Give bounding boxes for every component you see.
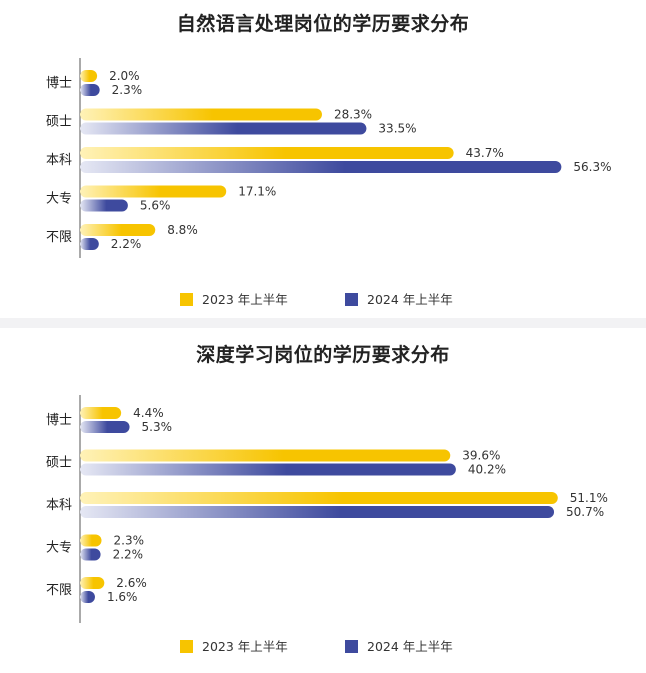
data-label: 8.8% <box>167 223 198 237</box>
legend-label: 2024 年上半年 <box>367 639 453 654</box>
bar-2023 <box>80 108 322 121</box>
category-label: 本科 <box>46 498 72 513</box>
legend-swatch-2023 <box>180 640 193 653</box>
data-label: 2.3% <box>114 534 145 548</box>
category-label: 大专 <box>46 541 72 556</box>
bar-chart-deep-learning: 博士 4.4%5.3% 硕士 39.6%40.2% 本科 51.1%50.7% 大专 2.3%… <box>46 395 608 654</box>
bar-2024 <box>80 199 128 212</box>
category-label: 本科 <box>46 153 72 168</box>
bar-2024 <box>80 122 367 135</box>
chart-title: 自然语言处理岗位的学历要求分布 <box>176 13 470 35</box>
category-label: 博士 <box>46 76 72 91</box>
legend-label: 2024 年上半年 <box>367 292 453 307</box>
bar-2024 <box>80 421 130 433</box>
legend-swatch-2024 <box>345 293 358 306</box>
bar-2024 <box>80 506 555 518</box>
bar-2023 <box>80 534 102 547</box>
data-label: 28.3% <box>334 108 372 122</box>
bar-2023 <box>80 407 122 419</box>
category-label: 不限 <box>46 583 72 598</box>
bar-2023 <box>80 577 105 589</box>
legend-label: 2023 年上半年 <box>202 292 288 307</box>
data-label: 33.5% <box>378 122 416 136</box>
data-label: 2.0% <box>109 69 140 83</box>
data-label: 2.3% <box>112 83 143 97</box>
category-label: 大专 <box>46 192 72 207</box>
panel-divider <box>0 318 646 328</box>
data-label: 5.3% <box>142 420 173 434</box>
data-label: 39.6% <box>462 449 500 463</box>
bar-2024 <box>80 548 101 561</box>
bar-2023 <box>80 224 156 236</box>
chart-panel-deep-learning: 深度学习岗位的学历要求分布 博士 4.4% 5.3% 硕士 39.6% 40.2% 本科 51… <box>0 328 646 673</box>
bar-2023 <box>80 449 451 462</box>
data-label: 2.2% <box>113 548 144 562</box>
chart-title: 深度学习岗位的学历要求分布 <box>196 344 450 366</box>
bar-2023 <box>80 492 558 504</box>
data-label: 40.2% <box>468 463 506 477</box>
data-label: 51.1% <box>570 491 608 505</box>
category-label: 硕士 <box>46 115 72 130</box>
data-label: 5.6% <box>140 199 171 213</box>
bar-2023 <box>80 147 454 159</box>
data-label: 56.3% <box>573 160 611 174</box>
bar-2023 <box>80 185 227 198</box>
data-label: 2.2% <box>111 237 142 251</box>
data-label: 17.1% <box>238 185 276 199</box>
bar-chart-nlp: 博士 2.0%2.3% 硕士 28.3% 33.5% 本科 43.7% 56.3% 大专 17.1… <box>46 58 611 307</box>
bar-2024 <box>80 161 562 173</box>
data-label: 43.7% <box>466 146 504 160</box>
legend-swatch-2024 <box>345 640 358 653</box>
data-label: 2.6% <box>116 576 147 590</box>
chart-panel-nlp: 自然语言处理岗位的学历要求分布 博士 2.0% 2.3% 硕士 28.3% 33.5% 本科… <box>0 0 646 318</box>
category-label: 不限 <box>46 230 72 245</box>
category-label: 硕士 <box>46 456 72 471</box>
bar-2024 <box>80 591 95 603</box>
legend-label: 2023 年上半年 <box>202 639 288 654</box>
bar-2023 <box>80 70 98 82</box>
bar-2024 <box>80 238 99 250</box>
legend-swatch-2023 <box>180 293 193 306</box>
data-label: 4.4% <box>133 406 164 420</box>
category-label: 博士 <box>46 413 72 428</box>
data-label: 1.6% <box>107 590 137 604</box>
bar-2024 <box>80 84 100 96</box>
bar-2024 <box>80 463 456 476</box>
data-label: 50.7% <box>566 505 604 519</box>
